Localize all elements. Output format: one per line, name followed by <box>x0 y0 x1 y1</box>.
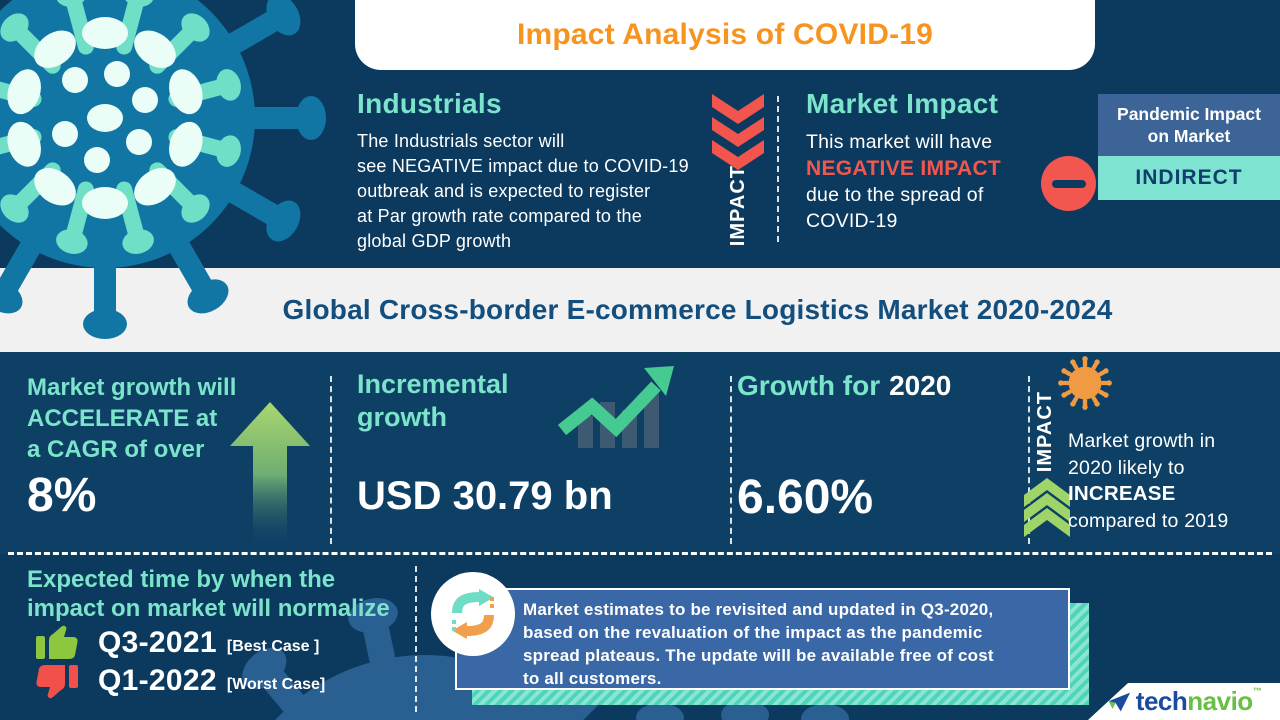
thumbs-down-icon <box>36 665 78 699</box>
arrow-up-icon <box>230 402 310 547</box>
worst-case-value: Q1-2022 <box>98 664 217 697</box>
stats-divider-1 <box>330 376 332 544</box>
cagr-value: 8% <box>27 469 97 522</box>
market-impact-panel: Market Impact This market will have NEGA… <box>806 88 1056 234</box>
horizontal-divider <box>8 552 1272 555</box>
refresh-badge <box>431 572 515 656</box>
industrials-panel: Industrials The Industrials sector will … <box>357 88 722 254</box>
virus-silhouette-background-2 <box>636 700 849 720</box>
incremental-growth-value: USD 30.79 bn <box>357 474 613 518</box>
trend-up-icon <box>557 366 674 448</box>
incremental-growth-title: Incremental growth <box>357 369 509 432</box>
virus-illustration <box>0 0 326 339</box>
negative-impact-text: NEGATIVE IMPACT <box>806 157 1002 180</box>
pandemic-impact-box: Pandemic Impact on Market INDIRECT <box>1098 94 1280 200</box>
no-entry-icon <box>1041 156 1096 211</box>
impact-2020-text: Market growth in 2020 likely to INCREASE… <box>1068 428 1273 534</box>
thumbs-up-icon <box>36 625 78 659</box>
growth-2020-value: 6.60% <box>737 471 874 524</box>
technavio-wordmark: technavio™ <box>1135 686 1262 716</box>
increase-text: INCREASE <box>1068 482 1176 505</box>
cagr-stat-text: Market growth will ACCELERATE at a CAGR … <box>27 374 237 463</box>
top-divider <box>777 96 779 242</box>
header-banner: Impact Analysis of COVID-19 <box>355 0 1095 70</box>
stats-section-background <box>0 352 1280 554</box>
best-case-row: Q3-2021 [Best Case ] <box>36 624 319 662</box>
chevrons-up-icon <box>1024 478 1070 537</box>
impact-label-top: IMPACT <box>726 165 749 247</box>
best-case-value: Q3-2021 <box>98 626 217 659</box>
normalize-title: Expected time by when the impact on mark… <box>27 566 390 622</box>
virus-orange-icon <box>1058 356 1112 410</box>
best-case-label: [Best Case ] <box>226 637 320 655</box>
industrials-body: The Industrials sector will see NEGATIVE… <box>357 131 689 251</box>
technavio-logo: technavio™ <box>1088 683 1280 720</box>
technavio-logo-icon <box>1108 692 1130 711</box>
worst-case-row: Q1-2022 [Worst Case] <box>36 662 325 700</box>
page-title: Impact Analysis of COVID-19 <box>516 18 934 51</box>
worst-case-label: [Worst Case] <box>226 675 326 693</box>
note-box: Market estimates to be revisited and upd… <box>455 588 1070 690</box>
stats-divider-3 <box>1028 376 1030 544</box>
refresh-icon <box>452 589 494 639</box>
pandemic-impact-value: INDIRECT <box>1098 156 1280 200</box>
market-title: Global Cross-border E-commerce Logistics… <box>282 294 1113 325</box>
pandemic-box-header: Pandemic Impact on Market <box>1098 94 1280 156</box>
stats-divider-2 <box>730 376 732 544</box>
chevrons-down-icon <box>712 94 764 170</box>
bottom-divider <box>415 566 417 712</box>
industrials-title: Industrials <box>357 88 502 119</box>
market-impact-title: Market Impact <box>806 88 999 119</box>
growth-2020-label: Growth for 2020 <box>737 370 952 401</box>
